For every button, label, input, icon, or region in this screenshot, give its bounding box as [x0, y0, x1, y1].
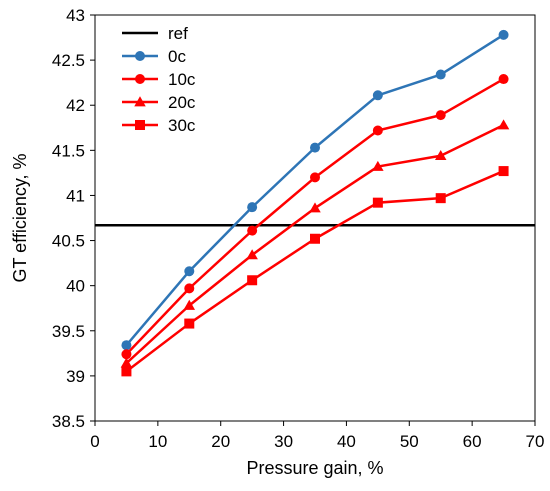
legend-item-30c: 30c	[122, 116, 196, 135]
legend-swatch-marker-0c	[135, 51, 145, 61]
y-tick-label: 38.5	[52, 412, 85, 431]
y-axis-ticks: 38.5 39 39.5 40 40.5 41 41.5 42 42.5 43	[52, 6, 95, 431]
legend-swatch-marker-20c	[134, 96, 146, 107]
legend-item-0c: 0c	[122, 47, 186, 66]
data-point-0c	[184, 266, 195, 277]
plot-area-frame	[94, 14, 536, 422]
data-point-0c	[372, 90, 383, 101]
y-tick-label: 42	[66, 96, 85, 115]
y-tick-label: 39.5	[52, 322, 85, 341]
y-tick-label: 43	[66, 6, 85, 25]
series-30c	[121, 166, 509, 377]
series-0c	[121, 29, 509, 351]
x-tick-label: 20	[211, 432, 230, 451]
legend-label-ref: ref	[168, 24, 188, 43]
y-tick-label: 39	[66, 367, 85, 386]
x-tick-label: 40	[337, 432, 356, 451]
data-point-20c	[372, 160, 384, 171]
legend-label-20c: 20c	[168, 93, 196, 112]
legend-swatch-marker-10c	[135, 74, 145, 84]
series-layer	[120, 29, 510, 377]
data-point-10c	[372, 125, 383, 136]
x-tick-label: 0	[90, 432, 99, 451]
legend-swatch-marker-30c	[135, 120, 145, 130]
data-point-10c	[310, 172, 320, 183]
x-tick-label: 60	[463, 432, 482, 451]
series-10c	[121, 74, 509, 360]
data-point-0c	[498, 29, 509, 40]
legend-item-20c: 20c	[122, 93, 196, 112]
y-tick-label: 40.5	[52, 232, 85, 251]
y-tick-label: 41	[66, 186, 85, 205]
data-point-20c	[309, 202, 321, 213]
legend-label-10c: 10c	[168, 70, 196, 89]
data-point-20c	[246, 249, 258, 260]
y-axis-label: GT efficiency, %	[10, 153, 30, 282]
data-point-0c	[310, 142, 320, 153]
data-point-10c	[435, 110, 446, 121]
legend-label-0c: 0c	[168, 47, 186, 66]
data-point-20c	[434, 149, 447, 161]
data-point-10c	[121, 349, 132, 360]
x-axis-label: Pressure gain, %	[246, 458, 383, 478]
data-point-30c	[121, 366, 132, 377]
data-point-0c	[121, 340, 132, 351]
data-point-20c	[120, 357, 133, 368]
legend-item-10c: 10c	[122, 70, 196, 89]
x-tick-label: 50	[400, 432, 419, 451]
legend: ref 0c 10c 20c 30c	[122, 24, 196, 135]
series-20c	[120, 119, 510, 368]
data-point-30c	[184, 318, 195, 329]
data-point-30c	[435, 193, 446, 204]
data-point-0c	[247, 202, 258, 213]
data-point-30c	[372, 197, 383, 208]
data-point-20c	[497, 119, 510, 130]
x-axis-ticks: 0 10 20 30 40 50 60 70	[90, 421, 544, 451]
data-point-30c	[247, 275, 258, 286]
legend-item-ref: ref	[122, 24, 188, 43]
y-tick-label: 41.5	[52, 141, 85, 160]
data-point-10c	[498, 74, 509, 85]
x-tick-label: 10	[148, 432, 167, 451]
data-point-20c	[183, 299, 196, 310]
data-point-10c	[247, 225, 258, 236]
legend-label-30c: 30c	[168, 116, 196, 135]
y-tick-label: 40	[66, 277, 85, 296]
x-tick-label: 30	[274, 432, 293, 451]
x-tick-label: 70	[526, 432, 545, 451]
data-point-30c	[498, 166, 509, 177]
data-point-10c	[184, 283, 195, 294]
data-point-30c	[310, 233, 320, 244]
y-tick-label: 42.5	[52, 51, 85, 70]
data-point-0c	[435, 69, 446, 80]
